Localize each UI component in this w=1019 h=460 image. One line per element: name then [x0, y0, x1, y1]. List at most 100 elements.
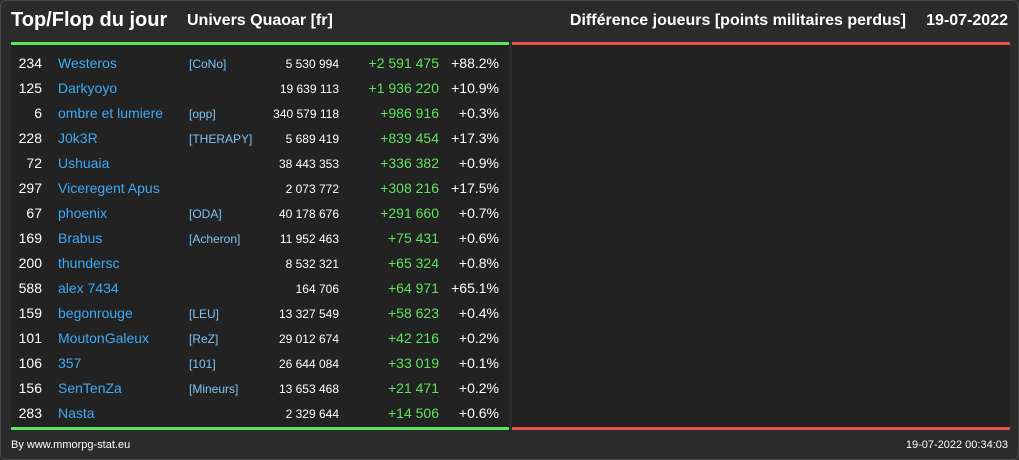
player-points: 13 327 549 [278, 307, 339, 321]
player-points: 2 329 644 [285, 407, 339, 421]
card-header: Top/Flop du jour Univers Quaoar [fr] Dif… [1, 1, 1018, 41]
player-rank: 200 [18, 255, 42, 271]
flop-players-panel [512, 42, 1010, 430]
player-name-link[interactable]: SenTenZa [58, 380, 122, 396]
player-points: 13 653 468 [278, 382, 339, 396]
player-alliance-link[interactable]: [ODA] [189, 207, 222, 221]
player-rank: 106 [18, 355, 42, 371]
player-points: 11 952 463 [279, 232, 339, 246]
player-alliance-link[interactable]: [Mineurs] [189, 382, 239, 396]
table-row: 106 357 [101] 26 644 084 +33 019 +0.1% [11, 351, 509, 376]
player-points: 5 530 994 [285, 57, 339, 71]
player-alliance-link[interactable]: [opp] [189, 107, 216, 121]
table-row: 588 alex 7434 164 706 +64 971 +65.1% [11, 276, 509, 301]
points-delta-percent: +0.9% [458, 155, 499, 171]
universe-label: Univers Quaoar [fr] [187, 12, 333, 29]
points-delta-percent: +0.3% [458, 105, 499, 121]
player-name-link[interactable]: MoutonGaleux [58, 330, 150, 346]
player-rank: 588 [18, 280, 42, 296]
points-delta-percent: +0.1% [458, 355, 499, 371]
points-delta: +21 471 [388, 380, 439, 396]
player-rank: 156 [18, 380, 42, 396]
player-rank: 6 [34, 105, 42, 121]
table-row: 297 Viceregent Apus 2 073 772 +308 216 +17.5… [11, 176, 509, 201]
player-points: 2 073 772 [285, 182, 339, 196]
player-rank: 72 [26, 155, 42, 171]
points-delta: +839 454 [380, 130, 439, 146]
page-title: Top/Flop du jour [11, 9, 168, 31]
points-delta: +2 591 475 [368, 55, 439, 71]
player-alliance-link[interactable]: [CoNo] [189, 57, 227, 71]
player-rank: 234 [18, 55, 42, 71]
player-points: 164 706 [295, 282, 339, 296]
points-delta-percent: +65.1% [451, 280, 499, 296]
player-name-link[interactable]: Brabus [58, 230, 103, 246]
player-points: 340 579 118 [273, 107, 339, 121]
player-name-link[interactable]: Viceregent Apus [58, 180, 160, 196]
table-row: 234 Westeros [CoNo] 5 530 994 +2 591 475 +88.… [11, 51, 509, 76]
player-alliance-link[interactable]: [ReZ] [189, 332, 219, 346]
points-delta: +65 324 [388, 255, 439, 271]
points-delta: +308 216 [380, 180, 439, 196]
site-credit: By www.mmorpg-stat.eu [11, 439, 131, 451]
header-date: 19-07-2022 [926, 12, 1008, 29]
points-delta-percent: +0.4% [458, 305, 499, 321]
player-points: 29 012 674 [278, 332, 339, 346]
player-rank: 101 [18, 330, 42, 346]
table-row: 159 begonrouge [LEU] 13 327 549 +58 623 +0.4% [11, 301, 509, 326]
top-players-panel: 234 Westeros [CoNo] 5 530 994 +2 591 475 +88.… [11, 42, 509, 430]
points-delta: +14 506 [388, 405, 439, 421]
player-rank: 169 [18, 230, 42, 246]
player-name-link[interactable]: J0k3R [58, 130, 98, 146]
table-row: 125 Darkyoyo 19 639 113 +1 936 220 +10.9% [11, 76, 509, 101]
player-name-link[interactable]: phoenix [58, 205, 108, 221]
player-name-link[interactable]: Ushuaia [58, 155, 110, 171]
player-name-link[interactable]: thundersc [58, 255, 120, 271]
table-row: 200 thundersc 8 532 321 +65 324 +0.8% [11, 251, 509, 276]
player-rank: 159 [18, 305, 42, 321]
player-points: 5 689 419 [285, 132, 339, 146]
points-delta: +291 660 [380, 205, 439, 221]
points-delta-percent: +0.6% [458, 230, 499, 246]
table-row: 6 ombre et lumiere [opp] 340 579 118 +986 91… [11, 101, 509, 126]
player-name-link[interactable]: 357 [58, 355, 82, 371]
player-name-link[interactable]: begonrouge [58, 305, 133, 321]
player-alliance-link[interactable]: [101] [189, 357, 216, 371]
points-delta-percent: +0.7% [458, 205, 499, 221]
table-row: 72 Ushuaia 38 443 353 +336 382 +0.9% [11, 151, 509, 176]
points-delta: +986 916 [380, 105, 439, 121]
player-points: 8 532 321 [285, 257, 339, 271]
ranking-criterion-label: Différence joueurs [points militaires pe… [569, 12, 906, 29]
points-delta: +64 971 [388, 280, 439, 296]
table-row: 67 phoenix [ODA] 40 178 676 +291 660 +0.7% [11, 201, 509, 226]
player-points: 38 443 353 [278, 157, 339, 171]
player-alliance-link[interactable]: [LEU] [189, 307, 220, 321]
points-delta-percent: +17.5% [451, 180, 499, 196]
points-delta-percent: +88.2% [451, 55, 499, 71]
player-points: 19 639 113 [279, 82, 339, 96]
player-alliance-link[interactable]: [THERAPY] [189, 132, 253, 146]
table-row: 101 MoutonGaleux [ReZ] 29 012 674 +42 216 +0.… [11, 326, 509, 351]
player-name-link[interactable]: Westeros [58, 55, 117, 71]
points-delta: +58 623 [388, 305, 439, 321]
points-delta-percent: +0.2% [458, 380, 499, 396]
player-rank: 297 [18, 180, 42, 196]
player-points: 40 178 676 [278, 207, 339, 221]
player-name-link[interactable]: ombre et lumiere [58, 105, 164, 121]
table-row: 169 Brabus [Acheron] 11 952 463 +75 431 +0.6% [11, 226, 509, 251]
player-points: 26 644 084 [278, 357, 339, 371]
points-delta-percent: +0.6% [458, 405, 499, 421]
table-row: 228 J0k3R [THERAPY] 5 689 419 +839 454 +17.3% [11, 126, 509, 151]
points-delta-percent: +10.9% [451, 80, 499, 96]
points-delta-percent: +0.8% [458, 255, 499, 271]
player-rank: 228 [18, 130, 42, 146]
points-delta-percent: +0.2% [458, 330, 499, 346]
player-name-link[interactable]: Nasta [58, 405, 95, 421]
points-delta: +336 382 [380, 155, 439, 171]
player-name-link[interactable]: alex 7434 [58, 280, 119, 296]
points-delta: +75 431 [388, 230, 439, 246]
player-alliance-link[interactable]: [Acheron] [189, 232, 241, 246]
player-name-link[interactable]: Darkyoyo [58, 80, 118, 96]
table-row: 156 SenTenZa [Mineurs] 13 653 468 +21 471 +0.… [11, 376, 509, 401]
